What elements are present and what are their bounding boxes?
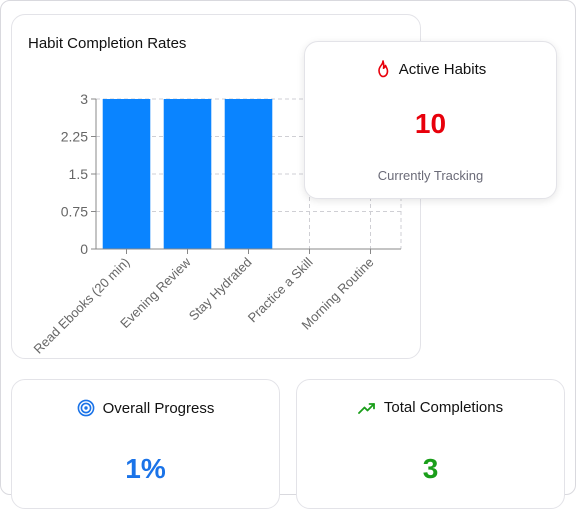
active-habits-header: Active Habits [305, 60, 556, 78]
y-tick-label: 1.5 [69, 166, 89, 182]
overall-progress-card: Overall Progress 1% [11, 379, 280, 509]
total-completions-label: Total Completions [383, 399, 504, 416]
y-tick-label: 0 [80, 241, 88, 257]
total-completions-header: Total Completions [297, 399, 564, 416]
active-habits-card: Active Habits 10 Currently Tracking [304, 41, 557, 199]
active-habits-label: Active Habits [398, 60, 487, 78]
y-tick-label: 3 [80, 91, 88, 107]
x-tick-label: Stay Hydrated [186, 255, 255, 324]
overall-progress-label: Overall Progress [102, 399, 215, 417]
total-completions-card: Total Completions 3 [296, 379, 565, 509]
bar-2 [163, 99, 212, 249]
overall-progress-header: Overall Progress [12, 399, 279, 417]
active-habits-value: 10 [414, 108, 447, 139]
trending-up-icon [357, 401, 376, 415]
x-tick-label: Read Ebooks (20 min) [31, 255, 133, 357]
total-completions-value: 3 [422, 453, 439, 484]
overall-progress-value: 1% [125, 453, 166, 484]
chart-title: Habit Completion Rates [28, 35, 187, 52]
y-tick-label: 2.25 [61, 129, 88, 145]
active-habits-subtitle: Currently Tracking [377, 168, 484, 183]
flame-icon [375, 60, 391, 78]
bar-3 [224, 99, 273, 249]
y-tick-label: 0.75 [61, 204, 88, 220]
bar-1 [102, 99, 151, 249]
target-icon [77, 399, 95, 417]
